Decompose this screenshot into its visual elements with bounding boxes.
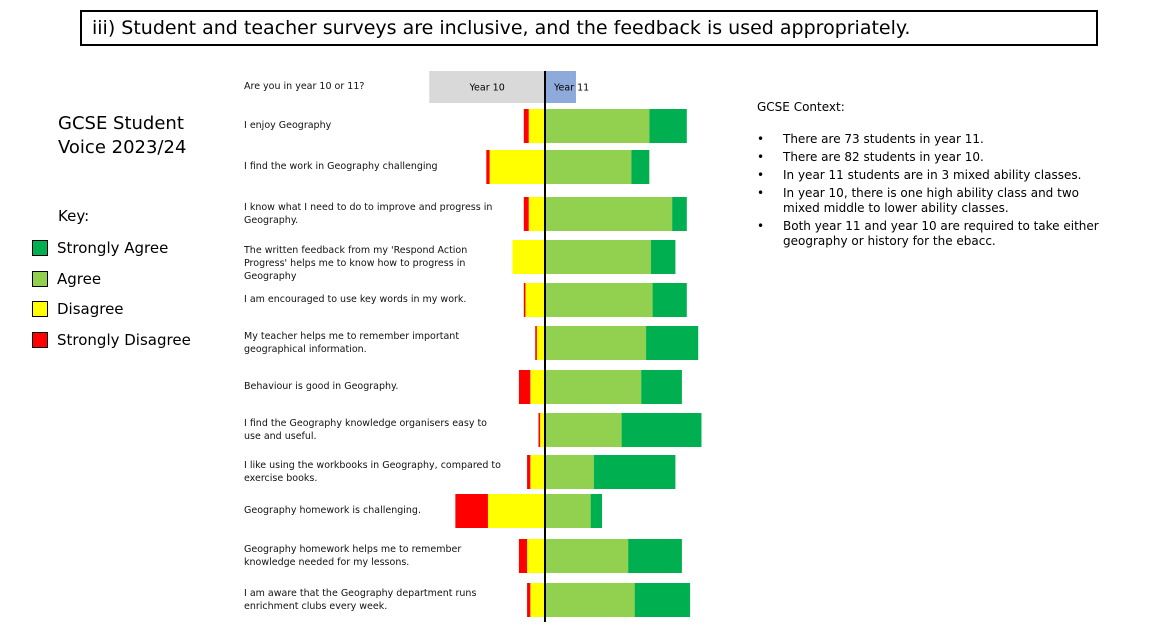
row-label: I like using the workbooks in Geography,… xyxy=(244,460,501,484)
bar xyxy=(672,197,687,231)
bar xyxy=(536,326,545,360)
row-label: My teacher helps me to remember importan… xyxy=(244,331,460,355)
bar xyxy=(489,150,545,184)
bar xyxy=(538,413,541,447)
bar xyxy=(540,413,545,447)
bar xyxy=(646,326,699,360)
bar xyxy=(545,150,632,184)
bar xyxy=(545,455,594,489)
bar xyxy=(628,539,682,573)
bar xyxy=(621,413,702,447)
bar xyxy=(650,240,676,274)
legend-label: Agree xyxy=(57,269,102,288)
context: GCSE Context: There are 73 students in y… xyxy=(757,100,1117,252)
bar xyxy=(545,109,650,143)
context-bullet: Both year 11 and year 10 are required to… xyxy=(757,219,1117,249)
bar xyxy=(545,197,673,231)
side-title: GCSE Student Voice 2023/24 xyxy=(58,113,187,158)
bar xyxy=(525,283,545,317)
row-label: I find the work in Geography challenging xyxy=(244,161,438,172)
bar xyxy=(545,413,622,447)
legend-label: Disagree xyxy=(57,300,124,319)
row-label: The written feedback from my 'Respond Ac… xyxy=(244,245,468,282)
bar xyxy=(535,326,537,360)
legend-item: Agree xyxy=(32,270,101,288)
bar xyxy=(545,71,576,103)
bar xyxy=(590,494,603,528)
row-label: Behaviour is good in Geography. xyxy=(244,381,399,392)
key-title: Key: xyxy=(58,207,90,225)
bar xyxy=(527,455,531,489)
bar xyxy=(523,197,529,231)
bar xyxy=(523,283,526,317)
bar xyxy=(487,494,545,528)
bar-label: Year 10 xyxy=(469,83,505,94)
bar xyxy=(545,283,653,317)
context-bullet: There are 82 students in year 10. xyxy=(757,150,1117,165)
row-label: I enjoy Geography xyxy=(244,120,332,131)
context-title: GCSE Context: xyxy=(757,100,845,114)
bar xyxy=(530,370,545,404)
bar xyxy=(545,583,635,617)
bar xyxy=(527,583,531,617)
legend-label: Strongly Agree xyxy=(57,239,169,257)
row-label: Are you in year 10 or 11? xyxy=(244,81,365,92)
bar xyxy=(486,150,490,184)
bar xyxy=(523,109,529,143)
bar xyxy=(518,370,531,404)
legend-label: Strongly Disagree xyxy=(57,331,191,350)
row-label: I am encouraged to use key words in my w… xyxy=(244,294,467,305)
row-label: I find the Geography knowledge organiser… xyxy=(244,418,487,442)
bar xyxy=(455,494,488,528)
bar xyxy=(545,240,651,274)
bar-label: Year 11 xyxy=(553,83,589,94)
legend-swatch xyxy=(32,270,48,287)
row-label: I am aware that the Geography department… xyxy=(244,588,477,612)
context-bullet: In year 11 students are in 3 mixed abili… xyxy=(757,168,1117,183)
bar xyxy=(530,583,545,617)
bar xyxy=(530,455,545,489)
bar xyxy=(545,370,642,404)
context-bullet: In year 10, there is one high ability cl… xyxy=(757,186,1117,216)
bar xyxy=(634,583,691,617)
bar xyxy=(512,240,545,274)
bar xyxy=(429,71,545,103)
header-title: iii) Student and teacher surveys are inc… xyxy=(80,10,1098,46)
row-label: Geography homework helps me to remember … xyxy=(244,544,462,568)
legend-swatch xyxy=(32,240,48,256)
legend-item: Disagree xyxy=(32,300,124,318)
bar xyxy=(518,539,528,573)
legend-item: Strongly Agree xyxy=(32,239,168,257)
bar xyxy=(652,283,687,317)
legend-item: Strongly Disagree xyxy=(32,331,191,349)
bar xyxy=(641,370,682,404)
bar xyxy=(631,150,650,184)
row-label: Geography homework is challenging. xyxy=(244,505,421,516)
bar xyxy=(593,455,676,489)
context-bullet: There are 73 students in year 11. xyxy=(757,132,1117,147)
bar xyxy=(649,109,687,143)
bar xyxy=(545,326,647,360)
bar xyxy=(545,539,629,573)
legend-swatch xyxy=(32,332,48,349)
bar xyxy=(528,109,545,143)
bar xyxy=(527,539,545,573)
bar xyxy=(528,197,545,231)
row-label: I know what I need to do to improve and … xyxy=(244,202,493,226)
legend-swatch xyxy=(32,301,48,318)
bar xyxy=(545,494,591,528)
